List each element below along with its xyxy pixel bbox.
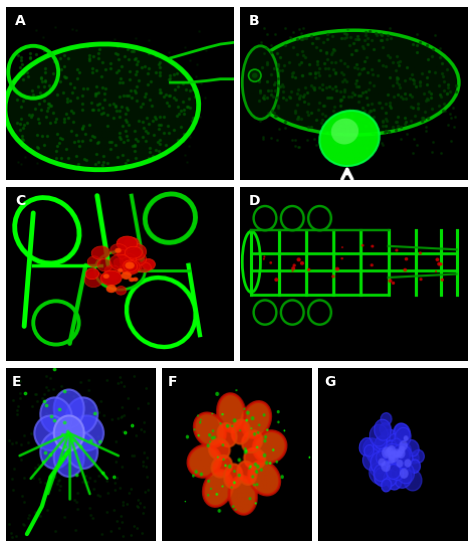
Text: G: G <box>324 375 336 389</box>
Text: A: A <box>15 14 26 28</box>
Text: C: C <box>15 195 26 208</box>
Text: B: B <box>249 14 260 28</box>
Text: F: F <box>168 375 178 389</box>
Text: E: E <box>12 375 22 389</box>
Text: D: D <box>249 195 261 208</box>
